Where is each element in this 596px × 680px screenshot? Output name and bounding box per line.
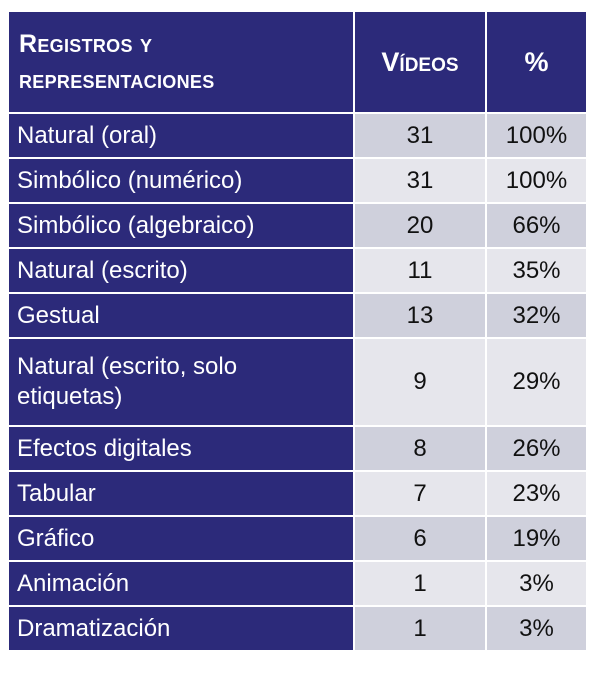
row-percent: 100% (485, 157, 588, 204)
row-name: Natural (oral) (7, 112, 355, 159)
row-name: Animación (7, 560, 355, 607)
row-percent: 100% (485, 112, 588, 159)
row-videos: 20 (353, 202, 487, 249)
row-percent: 19% (485, 515, 588, 562)
header-registros: Registros y representaciones (7, 10, 355, 114)
row-percent: 3% (485, 605, 588, 652)
row-videos: 1 (353, 605, 487, 652)
header-registros-line2: representaciones (19, 66, 215, 94)
row-name: Gestual (7, 292, 355, 339)
header-percent: % (485, 10, 588, 114)
table-row: Natural (oral) 31 100% (7, 112, 588, 159)
row-name: Natural (escrito, solo etiquetas) (7, 337, 355, 427)
row-percent: 26% (485, 425, 588, 472)
registros-table: Registros y representaciones Vídeos % Na… (7, 10, 588, 652)
row-percent: 32% (485, 292, 588, 339)
header-videos: Vídeos (353, 10, 487, 114)
row-name: Efectos digitales (7, 425, 355, 472)
table-row: Animación 1 3% (7, 560, 588, 607)
table-row: Natural (escrito) 11 35% (7, 247, 588, 294)
table-row: Simbólico (numérico) 31 100% (7, 157, 588, 204)
row-percent: 29% (485, 337, 588, 427)
row-videos: 8 (353, 425, 487, 472)
header-registros-line1: Registros y (19, 30, 153, 58)
table-row: Gestual 13 32% (7, 292, 588, 339)
row-videos: 31 (353, 112, 487, 159)
table-row: Simbólico (algebraico) 20 66% (7, 202, 588, 249)
table-header-row: Registros y representaciones Vídeos % (7, 10, 588, 114)
row-name-line1: Natural (escrito, solo (17, 353, 238, 380)
row-videos: 11 (353, 247, 487, 294)
table-row: Gráfico 6 19% (7, 515, 588, 562)
table-row: Efectos digitales 8 26% (7, 425, 588, 472)
row-name: Natural (escrito) (7, 247, 355, 294)
row-percent: 23% (485, 470, 588, 517)
row-videos: 7 (353, 470, 487, 517)
table-row: Tabular 7 23% (7, 470, 588, 517)
row-name: Gráfico (7, 515, 355, 562)
row-name: Tabular (7, 470, 355, 517)
row-percent: 3% (485, 560, 588, 607)
row-name-line2: etiquetas) (17, 383, 123, 410)
row-name: Dramatización (7, 605, 355, 652)
row-percent: 35% (485, 247, 588, 294)
row-name: Simbólico (numérico) (7, 157, 355, 204)
row-name: Simbólico (algebraico) (7, 202, 355, 249)
row-videos: 9 (353, 337, 487, 427)
row-videos: 13 (353, 292, 487, 339)
row-percent: 66% (485, 202, 588, 249)
row-videos: 6 (353, 515, 487, 562)
row-videos: 1 (353, 560, 487, 607)
table-row: Natural (escrito, solo etiquetas) 9 29% (7, 337, 588, 427)
row-videos: 31 (353, 157, 487, 204)
table-row: Dramatización 1 3% (7, 605, 588, 652)
